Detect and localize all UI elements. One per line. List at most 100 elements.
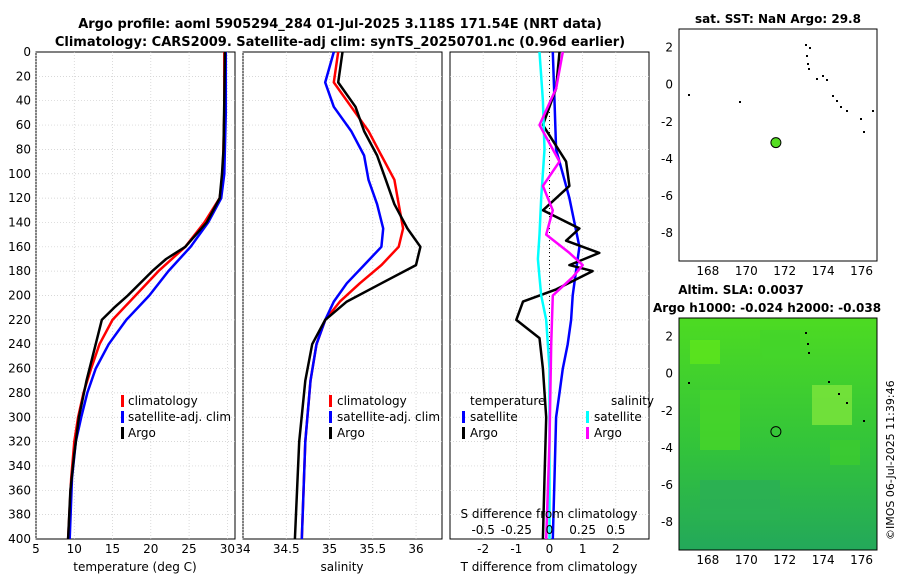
sst-argo-marker xyxy=(770,137,782,149)
legend-title-temperature: temperature xyxy=(470,394,545,408)
legend-swatch-t-satellite xyxy=(462,411,465,423)
sst_map-xtick-label: 170 xyxy=(735,264,758,278)
sla-map-title2: Argo h1000: -0.024 h2000: -0.038 xyxy=(653,301,881,315)
difference-top-xlabel: S difference from climatology xyxy=(461,507,638,521)
legend-label-argo: Argo xyxy=(128,426,156,440)
sst-map-title: sat. SST: NaN Argo: 29.8 xyxy=(695,12,861,26)
depth-tick-label: 160 xyxy=(8,240,31,254)
temperature-xtick-label: 30 xyxy=(220,542,235,556)
sst_map-xtick-label: 174 xyxy=(812,264,835,278)
sla_map-ytick-label: 0 xyxy=(665,367,673,381)
depth-tick-label: 280 xyxy=(8,386,31,400)
legend-swatch-climatology xyxy=(121,395,124,407)
legend-label-satellite: satellite-adj. clim xyxy=(337,410,440,424)
salinity-series-satellite-adj-clim xyxy=(300,51,385,540)
sla-map-patches xyxy=(690,330,860,520)
sla_map-ytick-label: -4 xyxy=(661,441,673,455)
legend-swatch-argo xyxy=(329,427,332,439)
difference-top-xtick-label: 0 xyxy=(546,523,554,537)
depth-tick-label: 220 xyxy=(8,313,31,327)
depth-tick-label: 400 xyxy=(8,532,31,546)
temperature-xtick-label: 20 xyxy=(143,542,158,556)
sla-map-title1: Altim. SLA: 0.0037 xyxy=(678,283,804,297)
salinity-xtick-label: 34 xyxy=(235,542,250,556)
sla_map-xtick-label: 172 xyxy=(773,553,796,567)
sst_map-ytick-label: -8 xyxy=(661,226,673,240)
legend-swatch-argo xyxy=(121,427,124,439)
salinity-xtick-label: 35.5 xyxy=(359,542,386,556)
legend-label-climatology: climatology xyxy=(337,394,407,408)
depth-tick-label: 200 xyxy=(8,289,31,303)
difference-top-xtick-label: -0.25 xyxy=(501,523,532,537)
temperature-xtick-label: 25 xyxy=(181,542,196,556)
salinity-xtick-label: 34.5 xyxy=(273,542,300,556)
legend-label-s-satellite: satellite xyxy=(594,410,642,424)
legend-label-satellite: satellite-adj. clim xyxy=(128,410,231,424)
depth-tick-label: 240 xyxy=(8,337,31,351)
legend-swatch-satellite xyxy=(329,411,332,423)
sst_map-ytick-label: 0 xyxy=(665,78,673,92)
difference-xtick-label: 1 xyxy=(579,542,587,556)
legend-title-salinity: salinity xyxy=(611,394,654,408)
legend-swatch-climatology xyxy=(329,395,332,407)
legend-label-t-satellite: satellite xyxy=(470,410,518,424)
difference-xlabel: T difference from climatology xyxy=(460,560,638,574)
temperature-xtick-label: 10 xyxy=(67,542,82,556)
depth-tick-label: 100 xyxy=(8,167,31,181)
difference-top-xtick-label: 0.25 xyxy=(569,523,596,537)
sla_map-ytick-label: -6 xyxy=(661,478,673,492)
difference-series-s-argo xyxy=(538,51,584,540)
legend-swatch-s-satellite xyxy=(586,411,589,423)
sst_map-ytick-label: 2 xyxy=(665,41,673,55)
sla_map-ytick-label: -2 xyxy=(661,404,673,418)
sla-map-coastline xyxy=(688,332,865,422)
sla_map-ytick-label: -8 xyxy=(661,515,673,529)
sla_map-xtick-label: 168 xyxy=(696,553,719,567)
depth-tick-label: 180 xyxy=(8,264,31,278)
depth-tick-label: 360 xyxy=(8,483,31,497)
depth-tick-label: 300 xyxy=(8,410,31,424)
sla_map-xtick-label: 176 xyxy=(850,553,873,567)
sst_map-xtick-label: 176 xyxy=(850,264,873,278)
difference-top-xtick-label: 0.5 xyxy=(606,523,625,537)
difference-xtick-label: -1 xyxy=(510,542,522,556)
sst_map-ytick-label: -4 xyxy=(661,152,673,166)
difference-xtick-label: 0 xyxy=(546,542,554,556)
depth-tick-label: 80 xyxy=(16,142,31,156)
difference-xtick-label: -2 xyxy=(477,542,489,556)
difference-top-xtick-label: -0.5 xyxy=(471,523,494,537)
title-line2: Climatology: CARS2009. Satellite-adj cli… xyxy=(55,35,625,50)
legend-swatch-satellite xyxy=(121,411,124,423)
sla_map-xtick-label: 174 xyxy=(812,553,835,567)
salinity-series-argo xyxy=(293,51,422,540)
legend-label-s-argo: Argo xyxy=(594,426,622,440)
salinity-xlabel: salinity xyxy=(320,560,363,574)
depth-tick-label: 320 xyxy=(8,435,31,449)
sla-argo-marker xyxy=(770,426,782,438)
depth-tick-label: 380 xyxy=(8,508,31,522)
legend-label-t-argo: Argo xyxy=(470,426,498,440)
depth-tick-label: 260 xyxy=(8,362,31,376)
temperature-legend: climatology satellite-adj. clim Argo xyxy=(121,394,231,440)
legend-swatch-s-argo xyxy=(586,427,589,439)
sst-map-coastline xyxy=(688,44,874,133)
sst_map-ytick-label: -6 xyxy=(661,189,673,203)
sst_map-xtick-label: 168 xyxy=(696,264,719,278)
legend-label-climatology: climatology xyxy=(128,394,198,408)
temperature-xtick-label: 5 xyxy=(32,542,40,556)
legend-swatch-t-argo xyxy=(462,427,465,439)
sla_map-xtick-label: 170 xyxy=(735,553,758,567)
difference-legend: temperature salinity satellite Argo sate… xyxy=(462,394,654,440)
temperature-xtick-label: 15 xyxy=(105,542,120,556)
difference-series-t-argo xyxy=(515,51,601,540)
depth-tick-label: 140 xyxy=(8,215,31,229)
title-line1: Argo profile: aoml 5905294_284 01-Jul-20… xyxy=(78,17,602,32)
imos-watermark: ©IMOS 06-Jul-2025 11:39:46 xyxy=(884,380,897,540)
temperature-xlabel: temperature (deg C) xyxy=(73,560,196,574)
depth-tick-label: 40 xyxy=(16,94,31,108)
salinity-legend: climatology satellite-adj. clim Argo xyxy=(329,394,440,440)
depth-tick-label: 0 xyxy=(23,45,31,59)
sla_map-ytick-label: 2 xyxy=(665,330,673,344)
difference-xtick-label: 2 xyxy=(612,542,620,556)
